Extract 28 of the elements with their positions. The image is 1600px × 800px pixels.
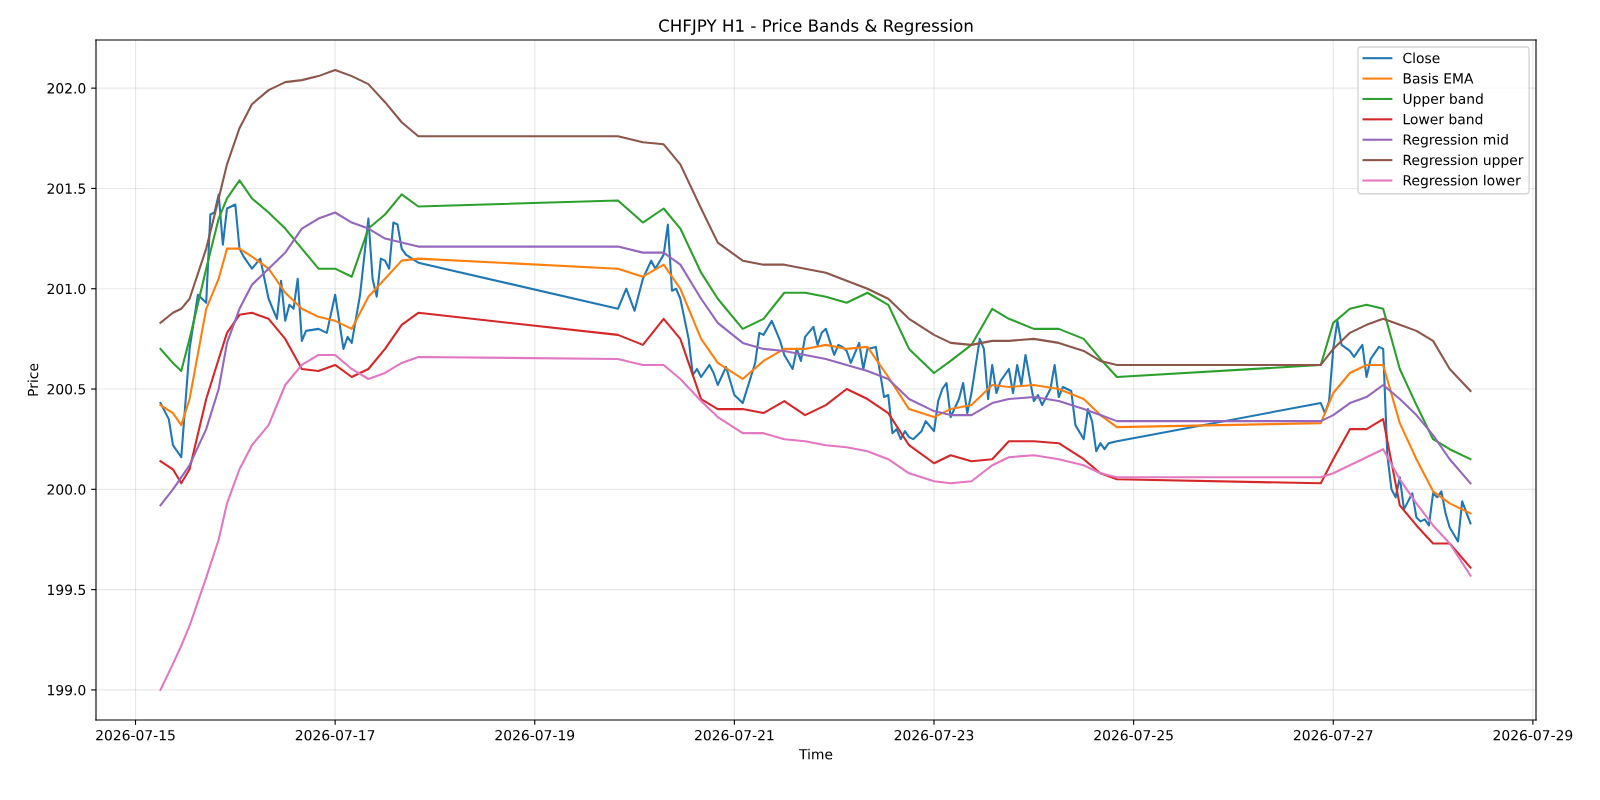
x-tick-label: 2026-07-29 [1493,729,1573,741]
x-tick-label: 2026-07-25 [1094,729,1173,741]
x-tick-label: 2026-07-27 [1293,729,1373,741]
line-series [159,353,1472,691]
line-series [159,193,1472,543]
x-tick-label: 2026-07-17 [295,729,375,741]
x-tick-label: 2026-07-23 [894,729,974,741]
x-tick-label: 2026-07-19 [495,729,575,741]
y-tick-label: 199.0 [48,684,86,696]
legend-label: Basis EMA [1403,72,1474,84]
y-tick-label: 200.5 [47,384,86,395]
y-tick-label: 201.5 [47,183,86,194]
y-tick-label: 199.5 [48,584,86,596]
legend-label: Regression mid [1403,134,1508,148]
legend-label: Regression lower [1403,174,1521,189]
y-tick-label: 202.0 [47,83,86,94]
y-axis-title: Price [27,363,39,396]
y-tick-label: 201.0 [47,283,86,295]
x-axis-title: Time [798,748,833,760]
y-tick-label: 200.0 [47,484,86,495]
legend-label: Close [1403,52,1440,64]
legend-label: Lower band [1403,113,1483,125]
legend-label: Regression upper [1403,154,1524,168]
line-series [159,311,1472,569]
legend-label: Upper band [1403,93,1483,107]
x-tick-label: 2026-07-21 [695,729,774,741]
x-tick-label: 2026-07-15 [96,729,175,741]
chart-title: CHFJPY H1 - Price Bands & Regression [659,19,973,36]
